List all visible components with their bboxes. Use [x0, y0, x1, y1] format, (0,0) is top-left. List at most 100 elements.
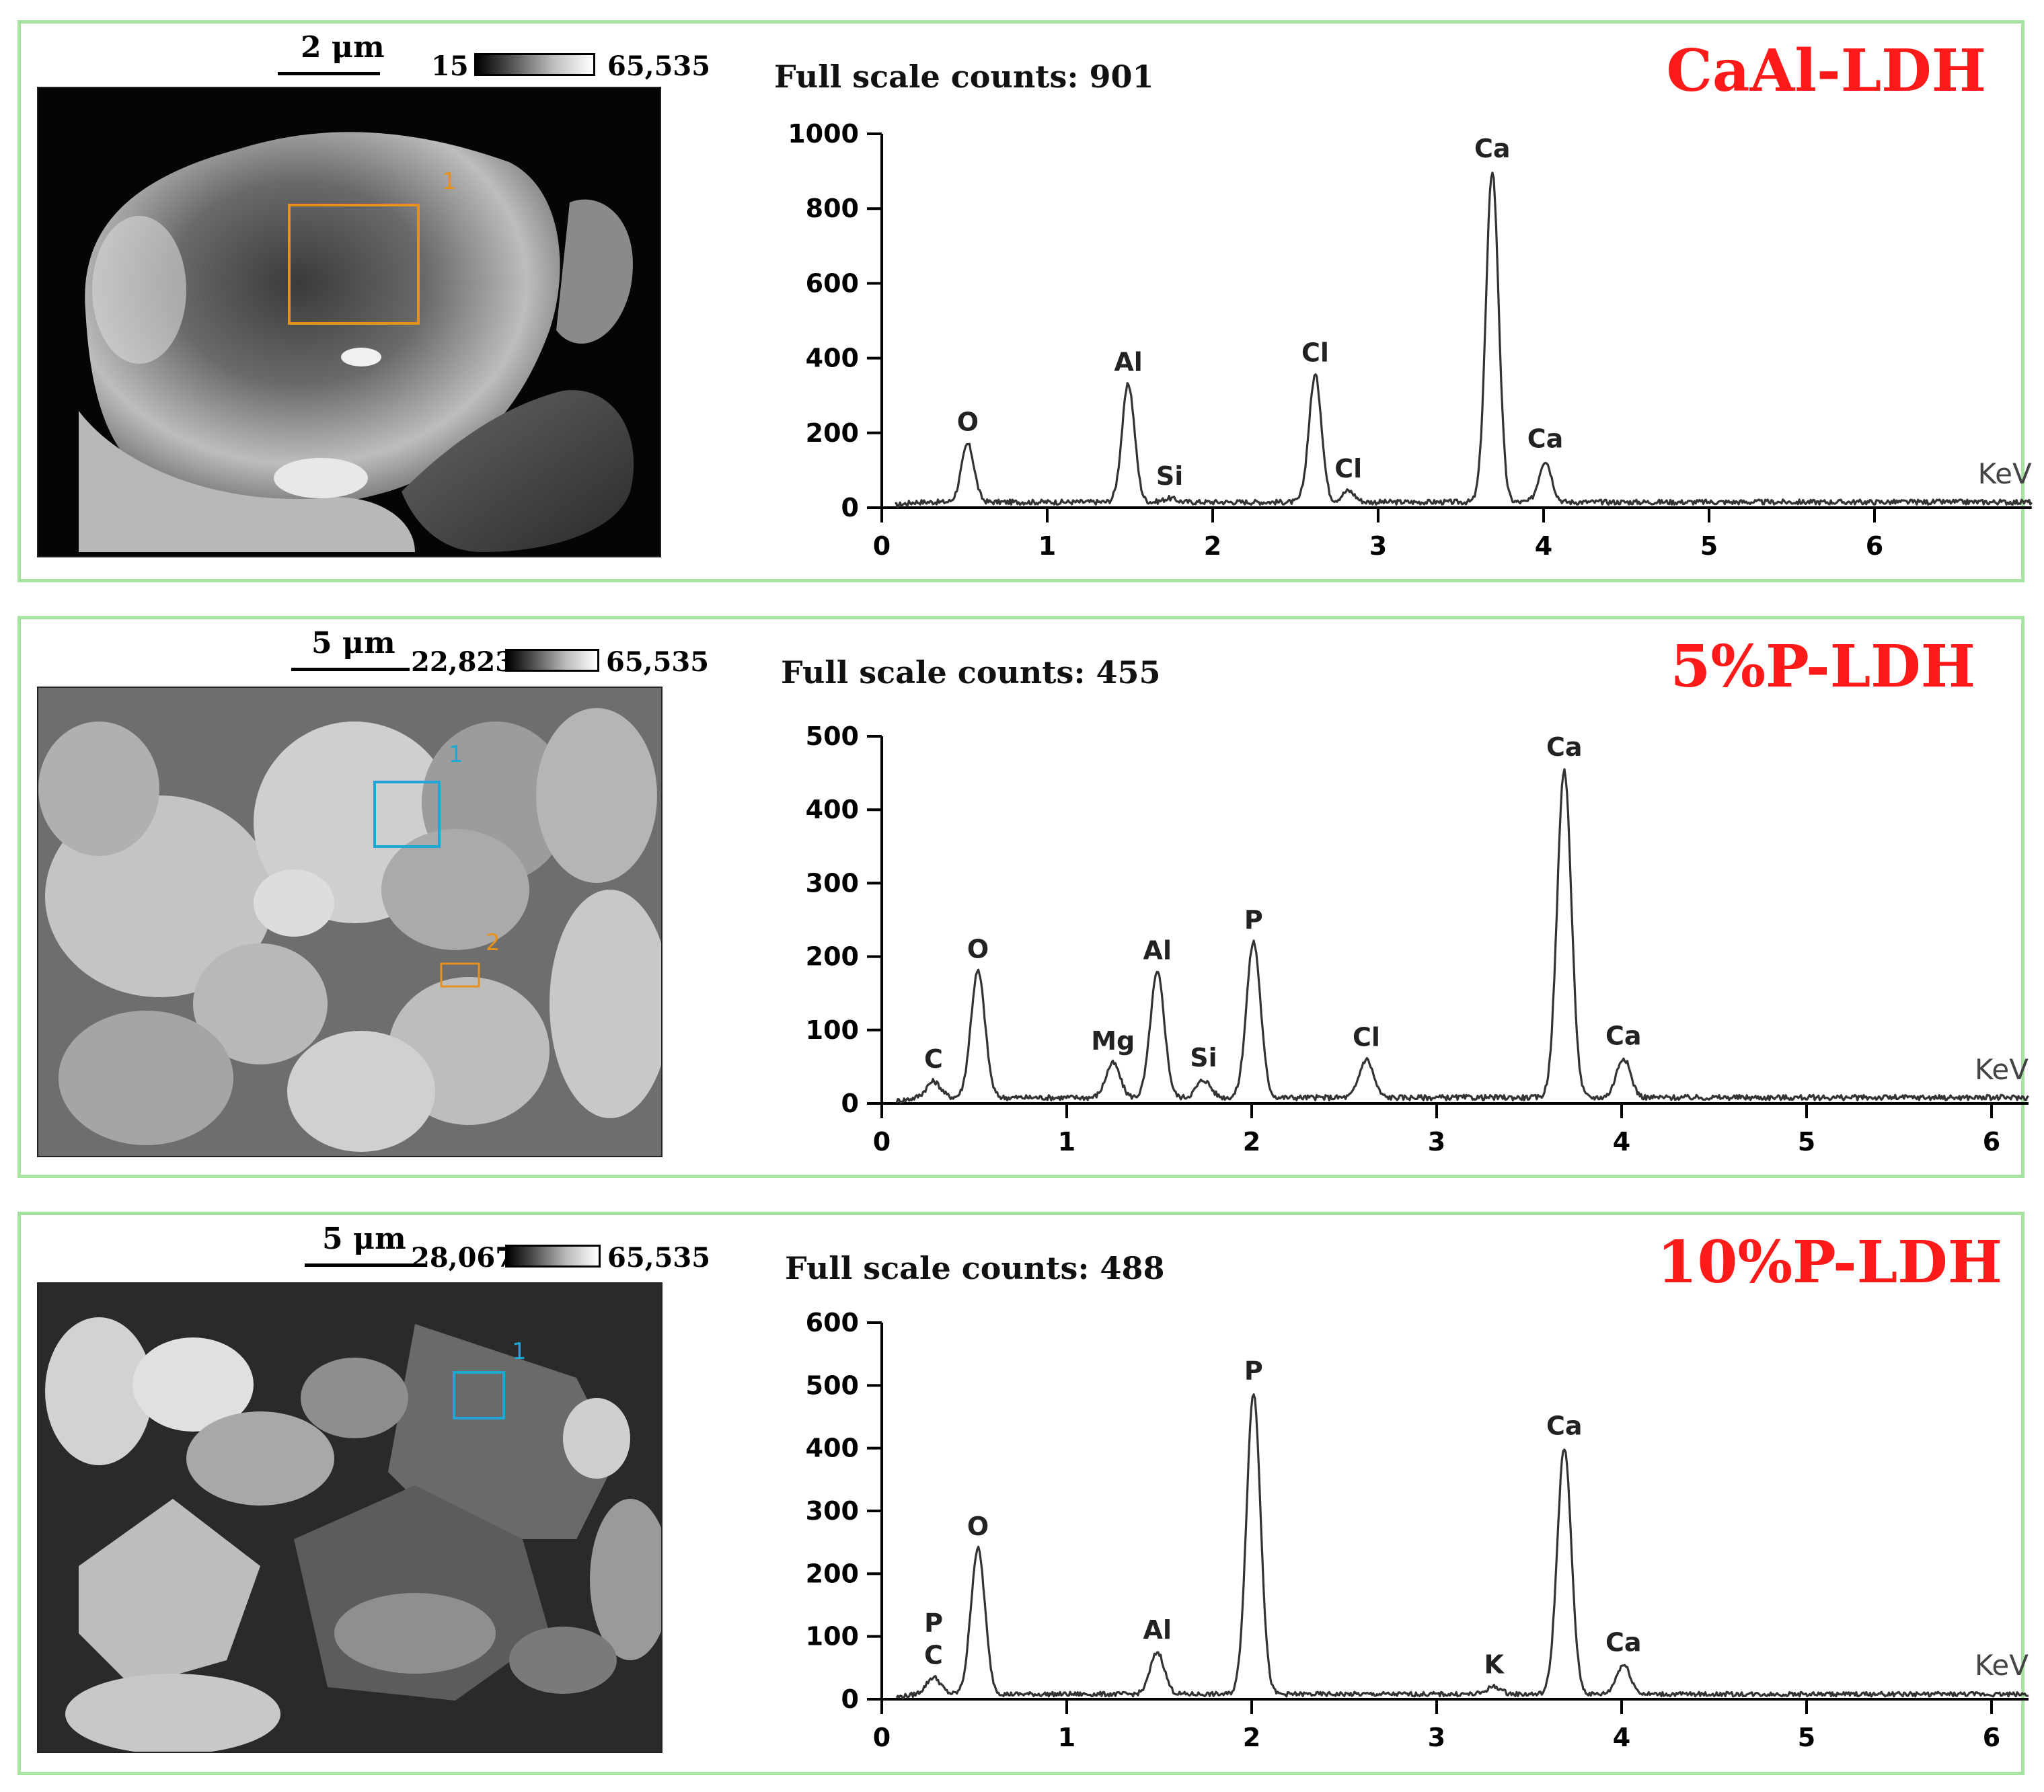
x-tick-label: 0 [873, 1127, 891, 1157]
y-tick-label: 100 [806, 1015, 859, 1045]
x-tick-label: 6 [1866, 531, 1883, 561]
y-tick-label: 200 [806, 1559, 859, 1588]
scale-bar-label: 5 μm [311, 626, 395, 660]
roi-label: 2 [486, 929, 500, 956]
full-scale-counts: Full scale counts: 901 [774, 59, 1154, 95]
roi-label: 1 [512, 1338, 527, 1365]
x-tick-label: 2 [1204, 531, 1221, 561]
sem-image: 1 [37, 1282, 663, 1753]
y-tick-label: 0 [841, 1089, 859, 1118]
y-tick-label: 500 [806, 722, 859, 751]
peak-label: Al [1143, 1615, 1172, 1645]
peak-label: P [1244, 1356, 1263, 1386]
full-scale-counts: Full scale counts: 455 [781, 654, 1161, 691]
panel-5p-ldh: 5 μm 22,823 65,535 1 2 Full scale coun [17, 616, 2029, 1178]
sample-name: 5%P-LDH [1670, 633, 1975, 701]
eds-spectrum-chart: 0 100 200 300 400 500 600 0 1 2 3 4 5 6 P C O Al P K Ca Ca KeV [741, 1308, 2029, 1752]
x-tick-label: 1 [1038, 531, 1056, 561]
x-axis-unit-label: KeV [1978, 457, 2032, 490]
full-scale-counts: Full scale counts: 488 [785, 1250, 1165, 1286]
panel-caal-ldh: 2 μm 15 65,535 1 [17, 20, 2033, 582]
y-tick-label: 400 [806, 1434, 859, 1463]
y-tick-label: 600 [806, 1308, 859, 1337]
peak-label: Ca [1546, 1411, 1583, 1441]
spectrum-trace [895, 1393, 2029, 1700]
x-axis-unit-label: KeV [1975, 1649, 2029, 1682]
peak-label: Al [1114, 348, 1142, 377]
peak-label: Al [1143, 936, 1172, 966]
eds-spectrum-svg: 0 100 200 300 400 500 0 1 2 3 4 5 6 C O Mg Al Si P Cl Ca Ca Ke… [806, 722, 2029, 1157]
x-tick-label: 5 [1700, 531, 1718, 561]
sem-image: 1 2 [37, 687, 663, 1157]
x-tick-label: 3 [1428, 1127, 1445, 1157]
x-tick-label: 4 [1535, 531, 1552, 561]
y-tick-label: 0 [841, 1684, 859, 1714]
peak-label: O [957, 407, 979, 436]
scale-bar-label: 2 μm [301, 30, 385, 65]
peak-label: O [967, 1512, 989, 1541]
x-tick-label: 6 [1983, 1127, 2000, 1157]
panel-10p-ldh: 5 μm 28,067 65,535 1 Full scale counts: … [17, 1212, 2029, 1775]
lut-max: 65,535 [606, 646, 710, 678]
x-tick-label: 0 [873, 1723, 891, 1752]
roi-label: 1 [442, 168, 457, 195]
x-tick-label: 1 [1058, 1723, 1075, 1752]
y-tick-label: 200 [806, 418, 859, 448]
peak-label: Ca [1605, 1628, 1642, 1658]
x-tick-label: 2 [1243, 1127, 1260, 1157]
peak-label: Mg [1091, 1026, 1135, 1056]
x-tick-label: 4 [1613, 1127, 1630, 1157]
lut-min: 28,067 [411, 1242, 515, 1274]
y-tick-label: 300 [806, 868, 859, 898]
y-tick-label: 500 [806, 1370, 859, 1400]
y-tick-label: 1000 [788, 119, 859, 149]
sample-name: CaAl-LDH [1666, 37, 1986, 105]
peak-label: P [1244, 905, 1263, 935]
peak-label: Cl [1353, 1022, 1380, 1052]
lut-min: 15 [431, 50, 469, 82]
y-tick-label: 100 [806, 1622, 859, 1651]
y-tick-label: 800 [806, 194, 859, 223]
peak-label: Si [1156, 461, 1183, 491]
peak-label: C [924, 1640, 943, 1670]
peak-label: Si [1190, 1043, 1217, 1073]
x-tick-label: 5 [1798, 1723, 1815, 1752]
x-tick-label: 3 [1428, 1723, 1445, 1752]
peak-label: Ca [1605, 1021, 1642, 1050]
x-axis-unit-label: KeV [1975, 1053, 2029, 1086]
roi-label: 1 [449, 741, 463, 768]
y-tick-label: 300 [806, 1496, 859, 1526]
peak-label: Ca [1527, 424, 1564, 454]
x-tick-label: 3 [1369, 531, 1387, 561]
peak-label: Cl [1334, 454, 1362, 483]
lut-max: 65,535 [607, 50, 711, 82]
peak-label: P [924, 1608, 943, 1637]
lut-min: 22,823 [411, 646, 515, 678]
eds-spectrum-svg: 0 200 400 600 800 1000 0 1 2 3 4 5 6 O Al Si Cl Cl Ca Ca KeV [788, 119, 2033, 561]
y-tick-label: 400 [806, 795, 859, 824]
eds-spectrum-chart: 0 100 200 300 400 500 0 1 2 3 4 5 6 C O Mg Al Si P Cl Ca Ca Ke… [741, 713, 2029, 1157]
peak-label: Cl [1301, 338, 1329, 368]
peak-label: Ca [1474, 134, 1511, 163]
x-tick-label: 5 [1798, 1127, 1815, 1157]
eds-spectrum-chart: 0 200 400 600 800 1000 0 1 2 3 4 5 6 O Al Si Cl Cl Ca Ca KeV [741, 118, 2033, 561]
x-tick-label: 2 [1243, 1723, 1260, 1752]
scale-bar-label: 5 μm [322, 1222, 406, 1256]
peak-label: C [924, 1044, 943, 1074]
y-tick-label: 400 [806, 344, 859, 373]
x-tick-label: 4 [1613, 1723, 1630, 1752]
peak-label: Ca [1546, 732, 1583, 762]
x-tick-label: 0 [873, 531, 891, 561]
y-tick-label: 0 [841, 493, 859, 522]
x-tick-label: 1 [1058, 1127, 1075, 1157]
peak-label: O [967, 934, 989, 964]
y-tick-label: 200 [806, 942, 859, 972]
sample-name: 10%P-LDH [1657, 1229, 2002, 1296]
peak-label: K [1484, 1649, 1505, 1679]
y-tick-label: 600 [806, 268, 859, 298]
spectrum-trace [895, 768, 2029, 1104]
lut-max: 65,535 [607, 1242, 711, 1274]
spectrum-trace [895, 171, 2033, 508]
x-tick-label: 6 [1983, 1723, 2000, 1752]
